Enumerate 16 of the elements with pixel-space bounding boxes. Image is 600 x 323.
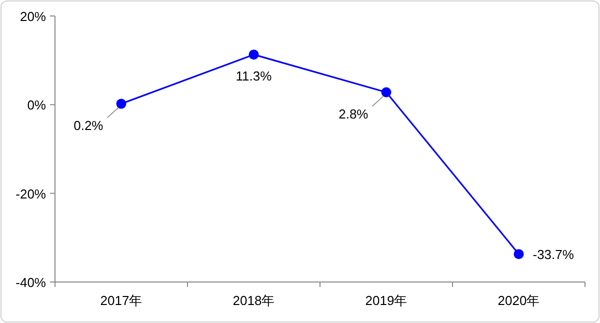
y-tick-label: -40% xyxy=(16,275,46,290)
data-label: 2.8% xyxy=(338,106,369,122)
data-label: 0.2% xyxy=(74,118,104,133)
x-tick-label: 2020年 xyxy=(498,293,540,308)
x-tick-label: 2019年 xyxy=(365,293,408,308)
point xyxy=(116,98,126,109)
y-tick-label: -20% xyxy=(16,186,46,202)
point xyxy=(381,87,392,98)
data-label: 11.3% xyxy=(236,68,272,84)
data-label: -33.7% xyxy=(532,247,574,262)
point xyxy=(514,249,524,260)
y-tick-label: 0% xyxy=(27,98,46,113)
point xyxy=(248,50,259,60)
x-tick-label: 2018年 xyxy=(232,293,275,308)
y-tick-label: 20% xyxy=(20,9,46,24)
x-tick-label: 2017年 xyxy=(100,293,142,308)
